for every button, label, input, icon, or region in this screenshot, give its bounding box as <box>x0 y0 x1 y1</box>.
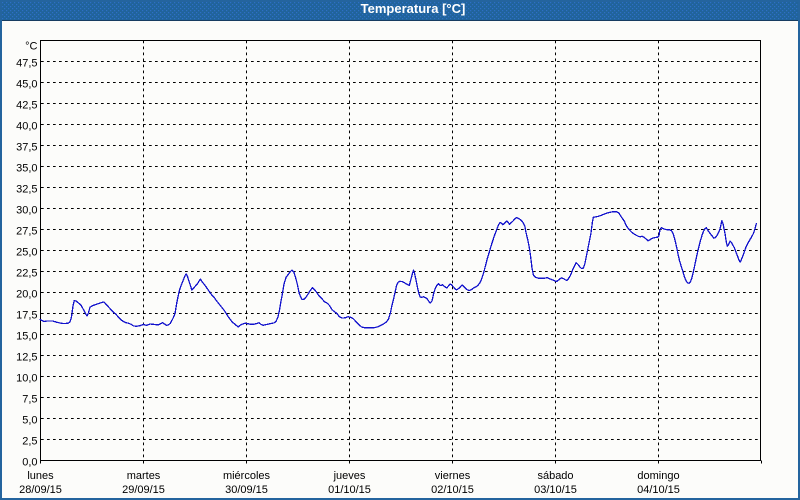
svg-text:04/10/15: 04/10/15 <box>637 484 680 496</box>
svg-text:2,5: 2,5 <box>22 436 37 448</box>
svg-text:sábado: sábado <box>537 470 573 482</box>
svg-text:47,5: 47,5 <box>16 58 37 70</box>
svg-text:20,0: 20,0 <box>16 289 37 301</box>
svg-text:02/10/15: 02/10/15 <box>431 484 474 496</box>
svg-text:0,0: 0,0 <box>22 457 37 469</box>
svg-text:°C: °C <box>25 41 37 53</box>
svg-text:30,0: 30,0 <box>16 205 37 217</box>
svg-text:42,5: 42,5 <box>16 100 37 112</box>
svg-text:15,0: 15,0 <box>16 331 37 343</box>
svg-text:37,5: 37,5 <box>16 142 37 154</box>
svg-text:lunes: lunes <box>27 470 54 482</box>
svg-text:domingo: domingo <box>637 470 679 482</box>
svg-text:30/09/15: 30/09/15 <box>225 484 268 496</box>
svg-text:40,0: 40,0 <box>16 121 37 133</box>
svg-text:12,5: 12,5 <box>16 352 37 364</box>
svg-text:22,5: 22,5 <box>16 268 37 280</box>
svg-text:32,5: 32,5 <box>16 184 37 196</box>
svg-text:martes: martes <box>127 470 161 482</box>
svg-text:7,5: 7,5 <box>22 394 37 406</box>
svg-text:miércoles: miércoles <box>223 470 271 482</box>
svg-text:5,0: 5,0 <box>22 415 37 427</box>
svg-text:27,5: 27,5 <box>16 226 37 238</box>
svg-text:29/09/15: 29/09/15 <box>122 484 165 496</box>
svg-text:10,0: 10,0 <box>16 373 37 385</box>
svg-text:45,0: 45,0 <box>16 79 37 91</box>
svg-text:28/09/15: 28/09/15 <box>19 484 62 496</box>
svg-text:jueves: jueves <box>333 470 366 482</box>
svg-text:03/10/15: 03/10/15 <box>534 484 577 496</box>
svg-text:35,0: 35,0 <box>16 163 37 175</box>
svg-text:17,5: 17,5 <box>16 310 37 322</box>
svg-text:01/10/15: 01/10/15 <box>328 484 371 496</box>
svg-text:viernes: viernes <box>435 470 471 482</box>
svg-text:25,0: 25,0 <box>16 247 37 259</box>
